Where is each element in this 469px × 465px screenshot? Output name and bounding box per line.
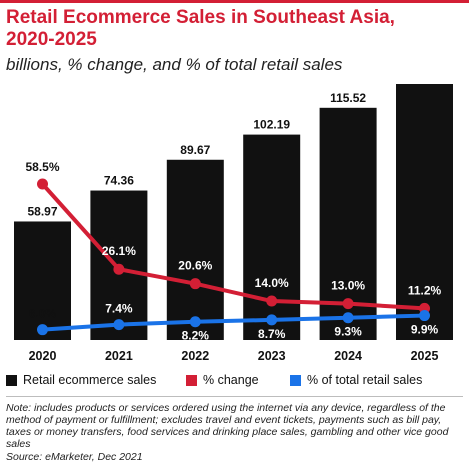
- x-tick-label-2025: 2025: [411, 349, 439, 363]
- source-line: Source: eMarketer, Dec 2021: [6, 451, 143, 463]
- footer-divider: [6, 396, 463, 397]
- legend-item-sales: Retail ecommerce sales: [6, 373, 156, 387]
- legend-swatch-sales: [6, 374, 17, 386]
- top-accent-bar: [0, 0, 469, 3]
- chart-subtitle: billions, % change, and % of total retai…: [6, 55, 343, 74]
- bar-2023: [243, 134, 301, 340]
- bar-value-label-2023: 102.19: [253, 118, 290, 132]
- label-pct-change-2023: 14.0%: [255, 276, 289, 290]
- label-pct-change-2021: 26.1%: [102, 244, 136, 258]
- bar-value-label-2022: 89.67: [180, 143, 210, 157]
- legend-label-sales: Retail ecommerce sales: [23, 373, 157, 387]
- chart-title-line-2: 2020-2025: [6, 29, 97, 50]
- label-pct-change-2020: 58.5%: [25, 160, 59, 174]
- point-pct-total-2025: [419, 310, 430, 322]
- point-pct-change-2024: [342, 298, 354, 310]
- x-tick-label-2022: 2022: [181, 349, 209, 363]
- bar-value-label-2024: 115.52: [330, 91, 366, 105]
- legend-item-share: % of total retail sales: [290, 373, 422, 387]
- legend-swatch-share: [290, 374, 301, 386]
- point-pct-total-2022: [189, 316, 201, 328]
- x-tick-label-2020: 2020: [29, 349, 57, 363]
- point-pct-change-2020: [37, 178, 48, 190]
- label-pct-change-2025: 11.2%: [408, 283, 442, 297]
- point-pct-total-2020: [37, 324, 48, 336]
- bar-value-label-2020: 58.97: [27, 204, 57, 218]
- point-pct-change-2021: [113, 263, 125, 275]
- label-pct-total-2025: 9.9%: [411, 323, 439, 337]
- x-tick-label-2023: 2023: [258, 349, 286, 363]
- point-pct-total-2024: [342, 312, 354, 324]
- chart-legend: Retail ecommerce sales % change % of tot…: [6, 373, 466, 389]
- chart-title-line-1: Retail Ecommerce Sales in Southeast Asia…: [6, 7, 395, 28]
- label-pct-total-2021: 7.4%: [105, 302, 133, 316]
- bar-2022: [166, 159, 224, 340]
- bar-2020: [14, 221, 71, 340]
- line-pct-change: [41, 182, 425, 311]
- bar-2025: [396, 84, 453, 341]
- bar-value-label-2021: 74.36: [104, 174, 134, 188]
- point-pct-total-2023: [266, 314, 278, 326]
- x-tick-label-2021: 2021: [105, 349, 133, 363]
- legend-label-change: % change: [203, 373, 259, 387]
- label-pct-total-2023: 8.7%: [258, 327, 286, 341]
- line-pct-total: [42, 313, 425, 332]
- label-pct-change-2024: 13.0%: [331, 279, 365, 293]
- footnote: Note: includes products or services orde…: [6, 402, 449, 450]
- label-pct-change-2022: 20.6%: [178, 259, 212, 273]
- label-pct-total-2020: 6.0%: [29, 307, 57, 321]
- x-tick-label-2024: 2024: [334, 349, 362, 363]
- point-pct-total-2021: [113, 319, 125, 331]
- chart-title: Retail Ecommerce Sales in Southeast Asia…: [6, 7, 461, 51]
- combo-chart: 58.97 2020 74.36 2021 89.67 2022 102.19 2023 115…: [14, 84, 453, 363]
- label-pct-total-2022: 8.2%: [182, 329, 210, 343]
- legend-label-share: % of total retail sales: [307, 373, 423, 387]
- label-pct-total-2024: 9.3%: [334, 325, 362, 339]
- legend-item-change: % change: [186, 373, 259, 387]
- point-pct-change-2023: [266, 295, 278, 307]
- point-pct-change-2022: [189, 278, 201, 290]
- legend-swatch-change: [186, 374, 197, 386]
